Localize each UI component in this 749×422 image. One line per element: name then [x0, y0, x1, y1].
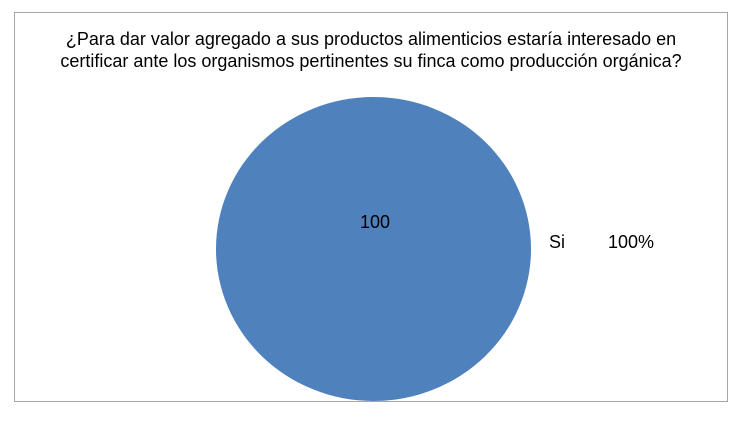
pie-slice-si: [216, 97, 531, 401]
chart-title: ¿Para dar valor agregado a sus productos…: [15, 28, 727, 72]
legend: Si 100%: [549, 232, 654, 253]
chart-title-line-1: ¿Para dar valor agregado a sus productos…: [65, 29, 677, 49]
chart-frame: ¿Para dar valor agregado a sus productos…: [14, 12, 728, 402]
legend-label-si: Si: [549, 232, 566, 252]
chart-title-line-2: certificar ante los organismos pertinent…: [60, 51, 682, 71]
legend-percent-si: 100%: [608, 232, 655, 252]
pie-data-label: 100: [359, 212, 391, 232]
